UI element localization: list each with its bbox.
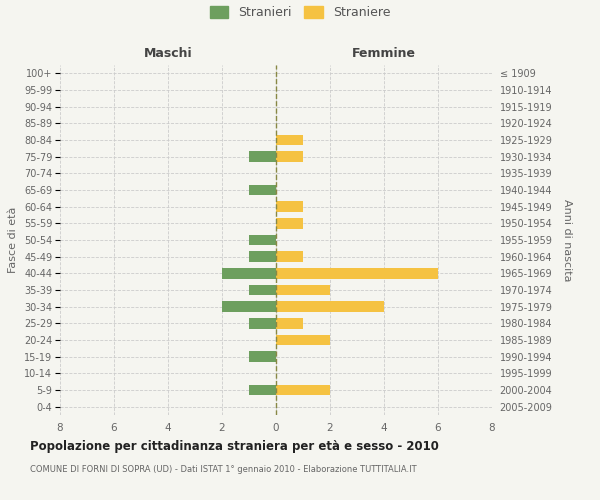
Bar (276, 218, 303, 229)
Text: COMUNE DI FORNI DI SOPRA (UD) - Dati ISTAT 1° gennaio 2010 - Elaborazione TUTTIT: COMUNE DI FORNI DI SOPRA (UD) - Dati IST… (30, 465, 416, 474)
Y-axis label: Fasce di età: Fasce di età (8, 207, 19, 273)
Bar (249, 351, 276, 362)
Bar (249, 284, 276, 296)
Text: Femmine: Femmine (352, 47, 416, 60)
Bar (249, 184, 276, 196)
Bar (276, 268, 438, 279)
Bar (249, 234, 276, 246)
Bar (276, 284, 330, 296)
Bar (276, 318, 303, 329)
Bar (222, 301, 276, 312)
Y-axis label: Anni di nascita: Anni di nascita (562, 198, 572, 281)
Bar (222, 268, 276, 279)
Text: Maschi: Maschi (143, 47, 193, 60)
Bar (276, 301, 384, 312)
Bar (276, 201, 303, 212)
Bar (249, 384, 276, 396)
Text: Popolazione per cittadinanza straniera per età e sesso - 2010: Popolazione per cittadinanza straniera p… (30, 440, 439, 453)
Legend: Stranieri, Straniere: Stranieri, Straniere (209, 6, 391, 19)
Bar (276, 334, 330, 345)
Bar (249, 151, 276, 162)
Bar (249, 318, 276, 329)
Bar (276, 151, 303, 162)
Bar (249, 251, 276, 262)
Bar (276, 251, 303, 262)
Bar (276, 384, 330, 396)
Bar (276, 134, 303, 145)
